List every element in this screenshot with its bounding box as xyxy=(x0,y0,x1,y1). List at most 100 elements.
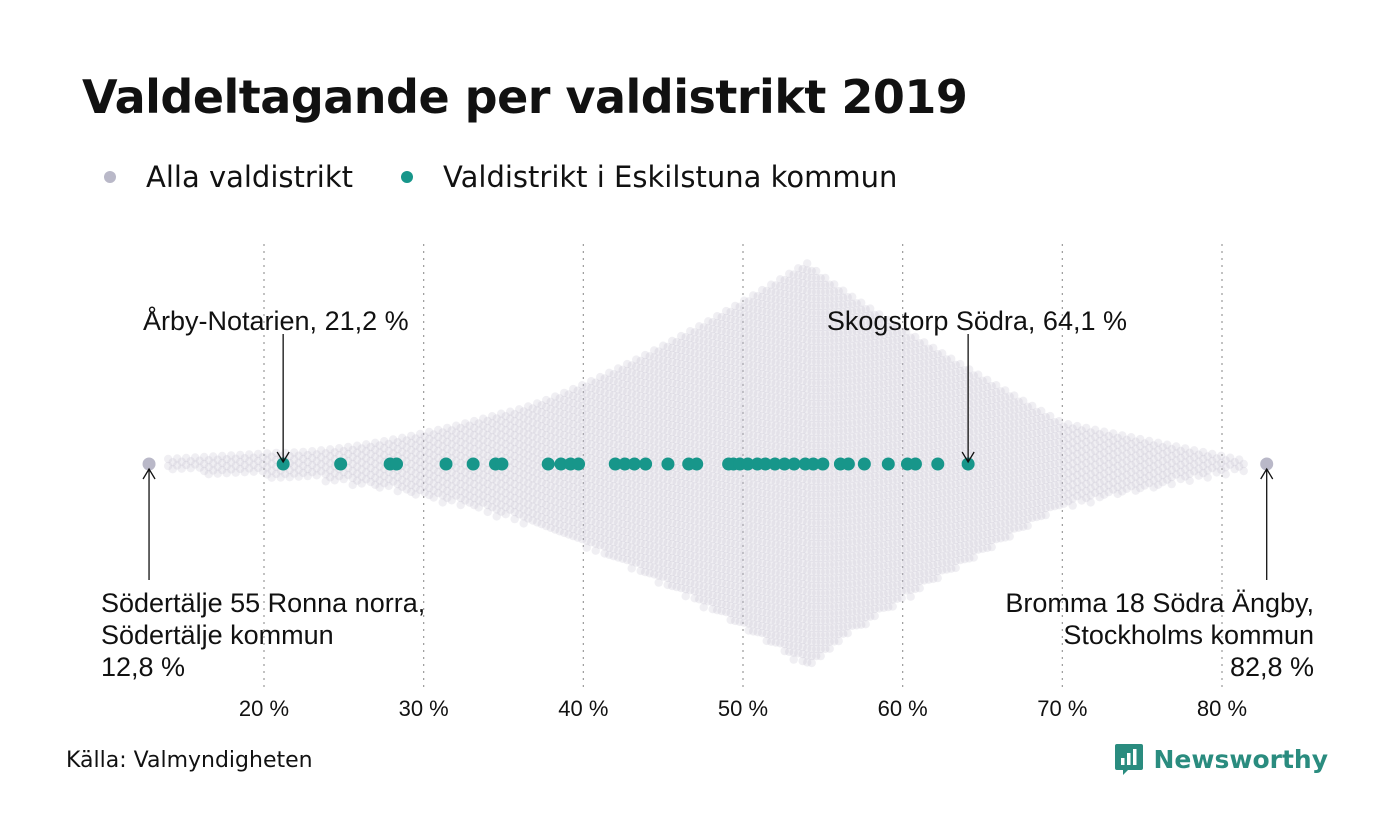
swarm-point xyxy=(632,551,641,560)
swarm-point xyxy=(272,469,281,479)
swarm-point xyxy=(537,471,546,480)
swarm-point xyxy=(479,463,488,472)
swarm-point xyxy=(479,442,488,451)
swarm-point xyxy=(258,467,267,476)
swarm-point xyxy=(425,455,434,465)
swarm-point xyxy=(402,450,411,459)
swarm-point xyxy=(375,441,384,450)
swarm-point xyxy=(614,553,623,562)
swarm-point xyxy=(213,462,222,471)
swarm-point xyxy=(546,439,555,448)
swarm-point xyxy=(627,417,636,426)
swarm-point xyxy=(825,644,834,653)
swarm-point xyxy=(357,458,366,467)
swarm-point xyxy=(515,454,524,463)
swarm-point xyxy=(578,528,587,537)
swarm-point xyxy=(371,445,380,454)
swarm-point xyxy=(474,426,483,435)
swarm-point xyxy=(560,430,569,440)
swarm-point xyxy=(389,449,398,458)
swarm-point xyxy=(560,416,569,426)
swarm-point xyxy=(249,467,258,476)
swarm-point xyxy=(542,479,551,489)
swarm-point xyxy=(528,418,537,427)
swarm-point xyxy=(636,538,645,548)
swarm-point xyxy=(614,469,623,478)
swarm-point xyxy=(614,511,623,520)
swarm-point xyxy=(470,444,479,454)
swarm-point xyxy=(600,423,609,432)
swarm-point xyxy=(632,369,641,378)
swarm-point xyxy=(546,411,555,420)
swarm-point xyxy=(578,535,587,544)
swarm-point xyxy=(587,489,596,498)
swarm-point xyxy=(591,490,600,499)
swarm-point xyxy=(627,529,636,538)
swarm-point xyxy=(636,370,645,380)
swarm-point xyxy=(321,470,330,479)
swarm-point xyxy=(384,439,393,449)
swarm-point xyxy=(632,411,641,420)
swarm-point xyxy=(537,436,546,445)
swarm-point xyxy=(591,476,600,485)
swarm-point xyxy=(636,363,645,373)
swarm-point xyxy=(582,487,591,496)
legend-dot-all-icon xyxy=(104,171,116,183)
swarm-point xyxy=(501,489,510,498)
swarm-point xyxy=(614,420,623,429)
swarm-point xyxy=(290,455,299,464)
swarm-point xyxy=(177,464,186,473)
swarm-point xyxy=(596,407,605,417)
swarm-point xyxy=(641,357,650,367)
swarm-point xyxy=(515,475,524,484)
swarm-point xyxy=(551,448,560,457)
swarm-point xyxy=(560,500,569,510)
swarm-point xyxy=(474,419,483,428)
swarm-point xyxy=(375,462,384,471)
swarm-point xyxy=(569,426,578,436)
swarm-point xyxy=(497,493,506,502)
swarm-point xyxy=(456,486,465,496)
swarm-point xyxy=(528,446,537,455)
swarm-point xyxy=(429,479,438,488)
swarm-point xyxy=(533,462,542,471)
swarm-point xyxy=(636,517,645,527)
swarm-point xyxy=(555,422,564,431)
swarm-point xyxy=(474,440,483,449)
swarm-point xyxy=(524,479,533,488)
swarm-point xyxy=(497,500,506,509)
swarm-point xyxy=(542,472,551,482)
swarm-point xyxy=(380,451,389,460)
swarm-point xyxy=(614,434,623,443)
swarm-point xyxy=(564,411,573,420)
swarm-point xyxy=(587,517,596,526)
swarm-point xyxy=(317,467,326,476)
swarm-point xyxy=(344,470,353,480)
swarm-point xyxy=(555,478,564,487)
swarm-point xyxy=(447,440,456,449)
swarm-point xyxy=(492,435,501,444)
swarm-point xyxy=(402,464,411,473)
swarm-point xyxy=(483,423,492,433)
swarm-point xyxy=(483,493,492,503)
swarm-point xyxy=(627,361,636,370)
swarm-point xyxy=(497,472,506,481)
swarm-point xyxy=(537,513,546,522)
swarm-point xyxy=(411,490,420,499)
swarm-point xyxy=(528,453,537,462)
swarm-point xyxy=(218,451,227,461)
swarm-point xyxy=(636,398,645,408)
swarm-point xyxy=(182,453,191,463)
swarm-point xyxy=(623,492,632,502)
swarm-point xyxy=(632,495,641,504)
swarm-point xyxy=(483,472,492,482)
swarm-point xyxy=(632,397,641,406)
swarm-point xyxy=(452,456,461,465)
swarm-point xyxy=(546,404,555,413)
swarm-point xyxy=(479,414,488,423)
swarm-point xyxy=(416,485,425,495)
swarm-point xyxy=(456,500,465,510)
swarm-point xyxy=(578,444,587,453)
swarm-point xyxy=(573,449,582,458)
swarm-point xyxy=(591,406,600,415)
